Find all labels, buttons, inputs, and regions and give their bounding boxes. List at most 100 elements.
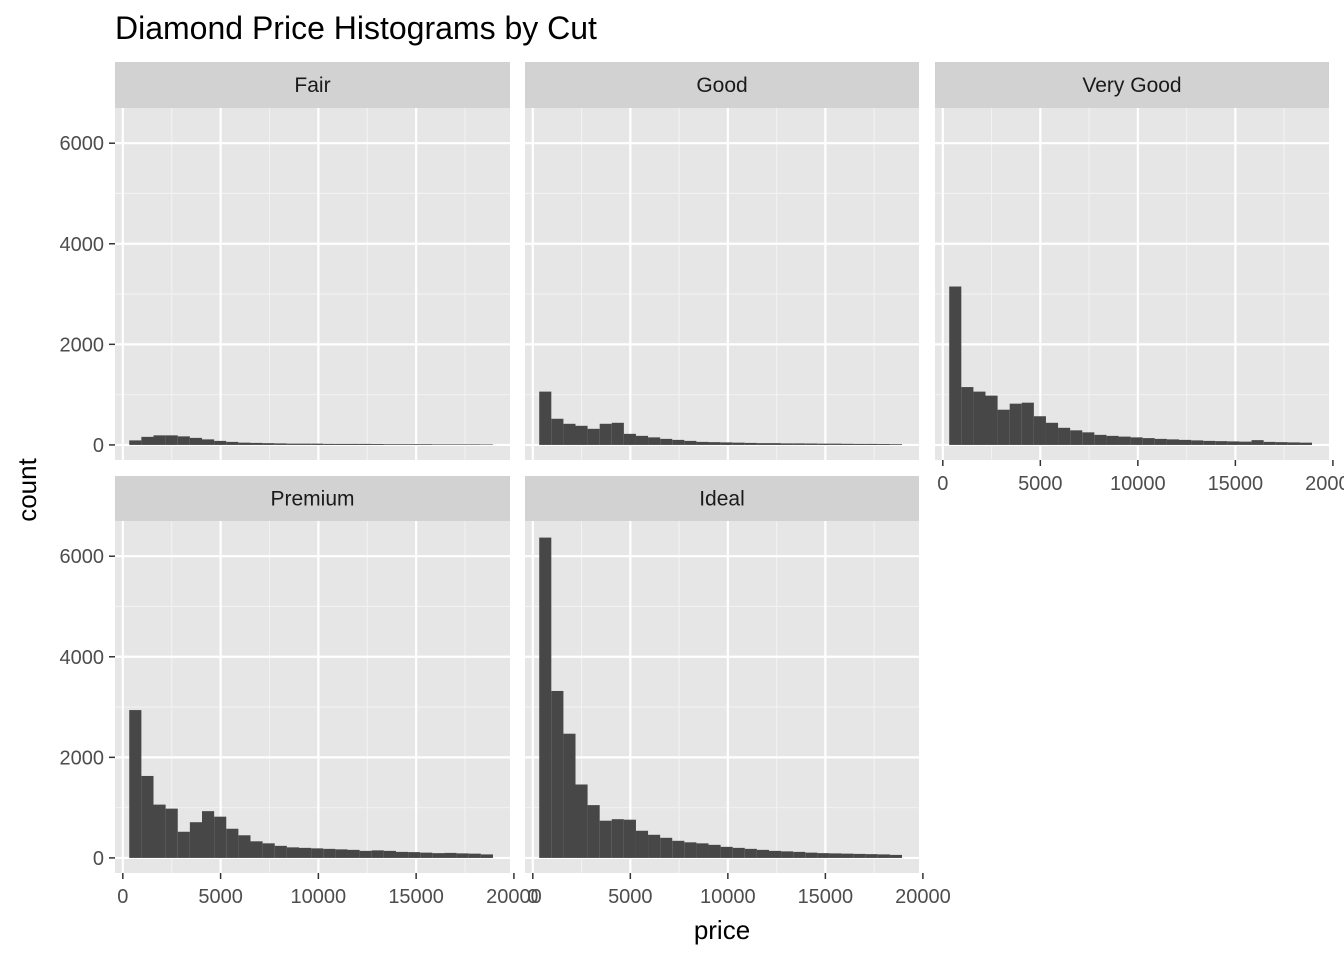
- bar-fair-18: [347, 443, 360, 445]
- bar-ideal-29: [889, 854, 903, 858]
- strip-label-good: Good: [696, 74, 747, 97]
- bar-very-good-14: [1118, 436, 1131, 445]
- panel-good: Good: [525, 62, 925, 460]
- bar-fair-9: [238, 442, 251, 445]
- bar-premium-4: [177, 831, 190, 858]
- bar-premium-20: [371, 850, 384, 858]
- strip-label-premium: Premium: [270, 488, 354, 511]
- bar-good-22: [805, 443, 818, 445]
- bar-premium-17: [335, 849, 348, 858]
- bar-fair-4: [177, 436, 190, 445]
- y-tick-label: 4000: [60, 234, 105, 256]
- bar-fair-2: [153, 435, 166, 445]
- bar-ideal-19: [768, 850, 782, 858]
- strip-very-good: [935, 62, 1329, 108]
- y-axis-title: count: [12, 457, 42, 521]
- bar-very-good-0: [949, 286, 962, 445]
- x-tick-label: 10000: [700, 886, 756, 908]
- bar-fair-6: [201, 439, 215, 445]
- bar-fair-19: [359, 443, 372, 445]
- bar-very-good-12: [1094, 434, 1107, 445]
- bar-good-13: [696, 441, 709, 445]
- bar-good-29: [889, 444, 903, 445]
- x-tick-label: 10000: [291, 886, 347, 908]
- bar-good-18: [756, 443, 769, 445]
- bar-fair-0: [129, 440, 142, 445]
- bar-ideal-21: [793, 851, 806, 858]
- y-tick-label: 0: [93, 435, 104, 457]
- bar-good-8: [635, 435, 649, 445]
- bar-premium-8: [226, 828, 239, 858]
- bar-very-good-13: [1106, 435, 1119, 445]
- bar-good-5: [599, 423, 612, 445]
- x-tick-label: 5000: [608, 886, 653, 908]
- x-tick-label: 15000: [798, 886, 854, 908]
- bar-very-good-26: [1263, 441, 1276, 445]
- bar-good-20: [781, 443, 794, 445]
- bar-fair-25: [432, 444, 445, 445]
- bar-premium-18: [347, 849, 360, 858]
- bar-very-good-16: [1142, 438, 1155, 445]
- x-tick-label: 10000: [1110, 473, 1166, 495]
- panel-background-fair: [115, 108, 510, 460]
- bar-ideal-17: [744, 848, 757, 858]
- bar-ideal-16: [732, 847, 745, 858]
- x-tick-label: 20000: [486, 886, 542, 908]
- bar-ideal-3: [575, 784, 588, 858]
- x-tick-label: 0: [937, 473, 948, 495]
- bar-premium-14: [298, 847, 312, 858]
- bar-ideal-26: [853, 853, 866, 858]
- bar-premium-25: [432, 853, 445, 858]
- bar-good-19: [768, 443, 782, 445]
- bar-ideal-13: [696, 843, 709, 858]
- bar-fair-1: [141, 436, 154, 445]
- bar-fair-15: [311, 443, 324, 445]
- bar-premium-2: [153, 804, 166, 858]
- bar-fair-8: [226, 441, 239, 445]
- bar-very-good-3: [985, 395, 998, 445]
- strip-label-ideal: Ideal: [699, 488, 745, 511]
- bar-good-14: [708, 442, 721, 445]
- bar-fair-16: [323, 443, 336, 445]
- bar-fair-29: [480, 444, 493, 445]
- bar-very-good-20: [1191, 440, 1204, 445]
- x-tick-label: 5000: [1018, 473, 1063, 495]
- bar-fair-11: [262, 443, 275, 445]
- bar-good-3: [575, 425, 588, 445]
- bar-fair-10: [250, 442, 263, 445]
- bar-premium-5: [189, 822, 202, 858]
- panel-background-good: [525, 108, 919, 460]
- bar-ideal-0: [539, 537, 552, 858]
- bar-premium-6: [201, 811, 215, 858]
- bar-good-9: [648, 437, 661, 445]
- y-tick-label: 4000: [60, 647, 105, 669]
- bar-good-2: [563, 423, 576, 445]
- bar-fair-24: [420, 444, 433, 445]
- bar-very-good-15: [1130, 437, 1143, 445]
- bar-good-15: [720, 442, 733, 445]
- bar-very-good-1: [961, 387, 974, 445]
- bar-good-23: [817, 443, 830, 445]
- panel-background-very-good: [935, 108, 1329, 460]
- bar-fair-14: [298, 443, 312, 445]
- bar-premium-16: [323, 848, 336, 858]
- bar-good-28: [877, 444, 890, 445]
- bar-good-7: [623, 433, 636, 445]
- bar-ideal-11: [672, 840, 685, 858]
- bar-premium-11: [262, 843, 275, 858]
- bar-good-21: [793, 443, 806, 445]
- y-tick-label: 6000: [60, 133, 105, 155]
- bar-ideal-15: [720, 846, 733, 858]
- strip-label-fair: Fair: [294, 74, 330, 97]
- facet-panels: Fair 0 2000 4000 6000 Good Very Good 0 5000 10000…: [60, 62, 1344, 908]
- bar-ideal-1: [551, 690, 564, 858]
- panel-fair: Fair 0 2000 4000 6000: [60, 62, 516, 460]
- bar-good-11: [672, 439, 685, 445]
- bar-very-good-19: [1178, 439, 1192, 445]
- bar-premium-15: [311, 848, 324, 858]
- bar-ideal-28: [877, 854, 890, 858]
- bar-good-26: [853, 443, 866, 445]
- bar-premium-22: [395, 851, 409, 858]
- bar-very-good-2: [973, 391, 986, 445]
- bar-ideal-8: [635, 830, 649, 858]
